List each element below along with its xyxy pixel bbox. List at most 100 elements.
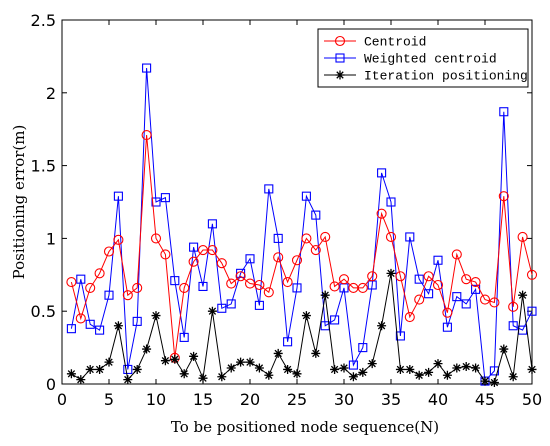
y-tick-label: 2	[46, 84, 56, 103]
data-point	[395, 271, 406, 282]
data-point	[151, 197, 161, 207]
data-point	[254, 279, 265, 291]
data-point	[66, 369, 76, 379]
x-tick-label: 35	[381, 390, 401, 409]
data-point	[508, 321, 518, 331]
y-tick-label: 2.5	[31, 11, 56, 30]
data-point	[461, 362, 471, 372]
data-point	[527, 306, 537, 316]
data-point	[85, 282, 96, 293]
data-point	[141, 129, 152, 141]
data-point	[414, 274, 424, 284]
data-point	[170, 354, 180, 364]
data-point	[377, 168, 387, 178]
data-point	[103, 246, 115, 257]
data-point	[254, 300, 264, 310]
data-point	[179, 369, 189, 379]
data-point	[113, 234, 124, 245]
data-point	[95, 325, 105, 335]
x-tick-label: 25	[287, 390, 307, 409]
data-point	[301, 191, 311, 201]
x-tick-label: 50	[522, 390, 542, 409]
data-point	[405, 364, 415, 374]
data-point	[508, 372, 518, 382]
data-point	[273, 348, 283, 358]
data-point	[264, 184, 274, 194]
data-point	[113, 321, 123, 331]
data-point	[386, 268, 396, 278]
data-point	[179, 332, 189, 342]
data-point	[142, 344, 152, 354]
x-tick-label: 20	[240, 390, 260, 409]
data-point	[273, 233, 283, 243]
data-point	[226, 278, 237, 289]
data-point	[423, 271, 434, 282]
data-point	[433, 255, 443, 265]
data-point	[245, 254, 255, 264]
data-point	[132, 316, 142, 326]
data-point	[132, 364, 142, 374]
data-point	[527, 364, 537, 374]
data-point	[160, 193, 170, 203]
data-point	[479, 294, 491, 305]
data-point	[235, 271, 246, 282]
data-point	[471, 363, 481, 373]
data-point	[442, 307, 453, 318]
legend-label: Centroid	[364, 35, 426, 50]
series-line	[70, 134, 533, 358]
data-point	[320, 290, 330, 300]
series-weighted-centroid	[66, 63, 537, 386]
data-point	[273, 252, 284, 263]
data-point	[404, 311, 415, 323]
data-point	[451, 249, 462, 260]
data-point	[424, 289, 434, 299]
y-axis-label: Positioning error(m)	[10, 125, 28, 280]
data-point	[282, 277, 293, 288]
data-point	[442, 370, 452, 380]
data-point	[526, 269, 538, 280]
data-point	[244, 278, 256, 289]
data-point	[123, 375, 133, 385]
data-point	[405, 232, 415, 242]
data-point	[432, 279, 444, 291]
x-tick-label: 10	[146, 390, 166, 409]
x-tick-label: 30	[334, 390, 354, 409]
data-point	[414, 294, 425, 305]
data-point	[66, 324, 76, 334]
data-point	[358, 367, 368, 377]
data-point	[76, 375, 86, 385]
data-point	[85, 319, 95, 329]
data-point	[207, 219, 217, 229]
data-point	[179, 282, 190, 293]
data-point	[338, 274, 350, 285]
data-point	[236, 357, 246, 367]
data-point	[518, 290, 528, 300]
x-tick-label: 45	[475, 390, 495, 409]
data-point	[254, 363, 264, 373]
data-point	[104, 357, 114, 367]
series-line	[70, 68, 533, 383]
data-point	[330, 315, 340, 325]
data-point	[66, 277, 77, 288]
data-point	[160, 249, 171, 260]
legend-label: Weighted centroid	[364, 52, 497, 67]
data-point	[508, 301, 519, 312]
data-point	[189, 242, 199, 252]
data-point	[198, 281, 208, 291]
data-point	[301, 233, 312, 244]
data-point	[395, 364, 405, 374]
data-point	[301, 311, 311, 321]
data-point	[311, 348, 321, 358]
data-point	[226, 299, 236, 309]
data-point	[113, 191, 123, 201]
data-point	[85, 364, 95, 374]
data-point	[348, 372, 358, 382]
data-point	[395, 331, 405, 341]
data-point	[170, 276, 180, 286]
data-point	[452, 363, 462, 373]
x-tick-label: 5	[104, 390, 114, 409]
data-point	[433, 359, 443, 369]
data-point	[245, 357, 255, 367]
data-point	[292, 283, 302, 293]
data-point	[489, 366, 499, 376]
